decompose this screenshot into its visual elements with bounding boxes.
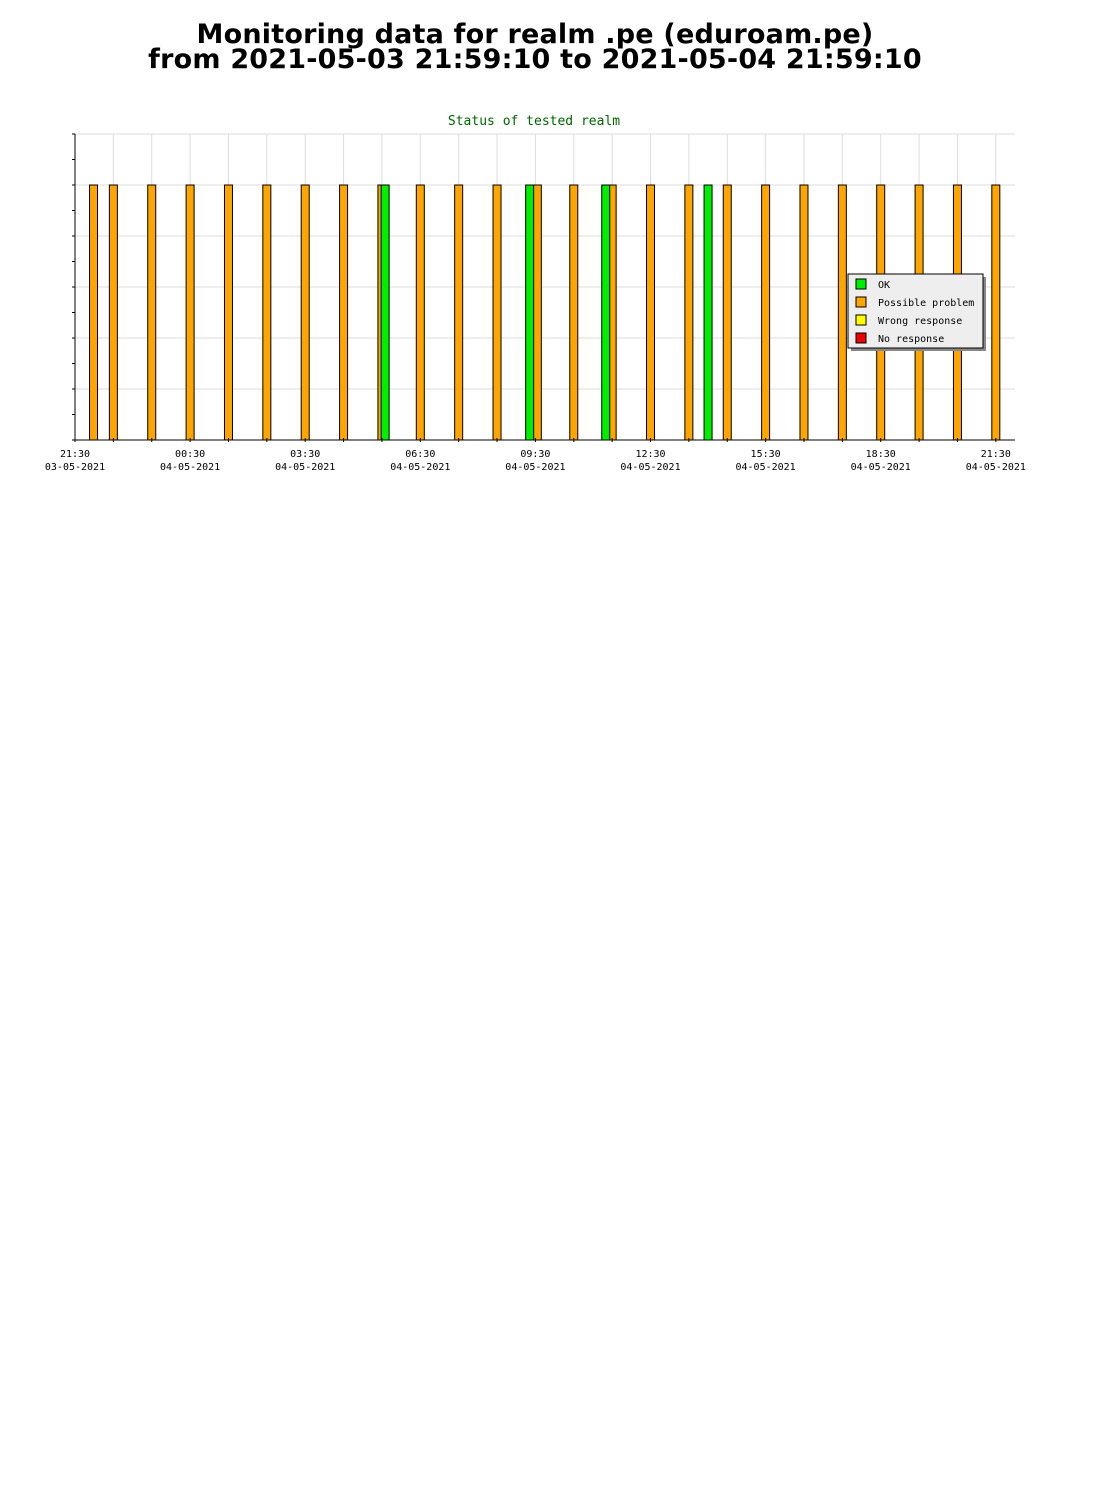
x-tick-label-time: 15:30	[751, 449, 781, 460]
bar-possible-problem	[454, 184, 464, 441]
legend-swatch	[855, 332, 867, 344]
bar-possible-problem	[569, 184, 579, 441]
bar-ok	[601, 184, 611, 441]
bar-possible-problem	[722, 184, 732, 441]
bar-possible-problem	[837, 184, 847, 441]
legend-swatch	[855, 296, 867, 308]
legend: OK Possible problem Wrong response No respo…	[847, 273, 986, 351]
x-tick-label-time: 00:30	[175, 449, 205, 460]
legend-label: OK	[878, 280, 890, 291]
x-tick-label-time: 21:30	[981, 449, 1011, 460]
bar-possible-problem	[684, 184, 694, 441]
x-tick-label-date: 04-05-2021	[275, 462, 335, 473]
x-tick-label-date: 04-05-2021	[620, 462, 680, 473]
bar-ok	[525, 184, 535, 441]
bar-possible-problem	[108, 184, 118, 441]
bar-ok	[703, 184, 713, 441]
x-tick-label-date: 04-05-2021	[736, 462, 796, 473]
bar-possible-problem	[262, 184, 272, 441]
bar-ok	[380, 184, 390, 441]
header-line-2: from 2021-05-03 21:59:10 to 2021-05-04 2…	[148, 44, 922, 75]
bar-possible-problem	[89, 184, 99, 441]
legend-box	[847, 273, 984, 349]
bar-possible-problem	[492, 184, 502, 441]
legend-label: Possible problem	[878, 298, 974, 309]
x-tick-label-time: 09:30	[520, 449, 550, 460]
legend-swatch	[855, 314, 867, 326]
x-tick-label-time: 12:30	[635, 449, 665, 460]
x-tick-label-date: 04-05-2021	[160, 462, 220, 473]
x-tick-label-date: 04-05-2021	[966, 462, 1026, 473]
bar-possible-problem	[415, 184, 425, 441]
bar-possible-problem	[185, 184, 195, 441]
bar-possible-problem	[799, 184, 809, 441]
x-tick-label-date: 04-05-2021	[505, 462, 565, 473]
header-line-1: Monitoring data for realm .pe (eduroam.p…	[196, 19, 874, 50]
x-tick-label-date: 04-05-2021	[851, 462, 911, 473]
bar-possible-problem	[223, 184, 233, 441]
status-chart: Status of tested realm 21:30 03-05-2021 00…	[45, 114, 1026, 473]
x-tick-label-date: 03-05-2021	[45, 462, 105, 473]
legend-swatch	[855, 278, 867, 290]
bar-possible-problem	[761, 184, 771, 441]
legend-label: No response	[878, 334, 944, 345]
legend-label: Wrong response	[878, 316, 962, 327]
bar-possible-problem	[300, 184, 310, 441]
tick-labels: 21:30 03-05-2021 00:30 04-05-2021 03:30 04-05…	[45, 449, 1026, 473]
x-tick-label-time: 06:30	[405, 449, 435, 460]
x-tick-label-time: 21:30	[60, 449, 90, 460]
x-tick-label-date: 04-05-2021	[390, 462, 450, 473]
bar-possible-problem	[147, 184, 157, 441]
axes	[72, 133, 1015, 442]
bar-possible-problem	[646, 184, 656, 441]
x-tick-label-time: 18:30	[866, 449, 896, 460]
bar-possible-problem	[991, 184, 1001, 441]
chart-title: Status of tested realm	[448, 114, 620, 129]
page-header: Monitoring data for realm .pe (eduroam.p…	[0, 19, 1070, 75]
bar-possible-problem	[532, 184, 542, 441]
x-tick-label-time: 03:30	[290, 449, 320, 460]
bar-possible-problem	[339, 184, 349, 441]
